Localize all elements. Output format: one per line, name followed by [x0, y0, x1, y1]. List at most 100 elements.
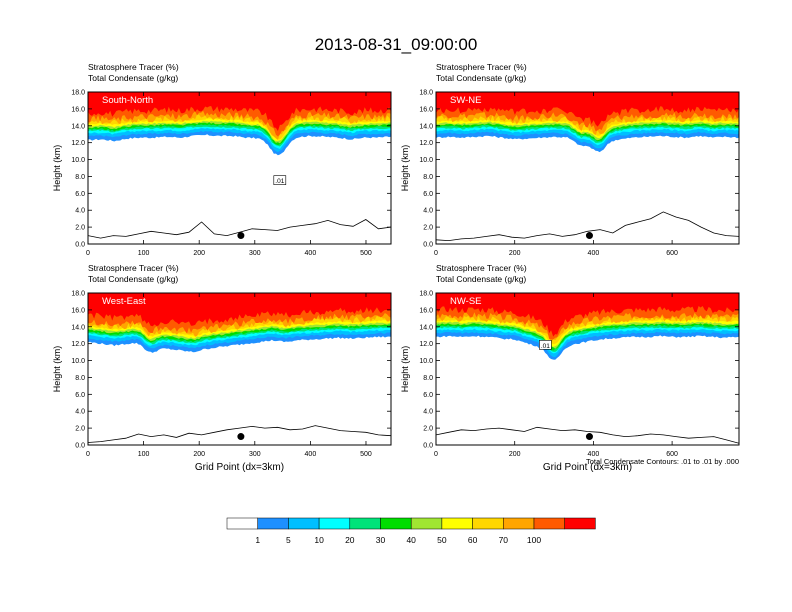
y-tick-label: 10.0 [419, 157, 433, 164]
x-tick-label: 300 [249, 451, 261, 458]
panel-label: SW-NE [450, 95, 482, 106]
x-tick-label: 500 [360, 451, 372, 458]
colorbar-swatch [349, 517, 381, 530]
y-tick-label: 8.0 [75, 375, 85, 382]
contour-label-box [539, 340, 552, 350]
plot-border [435, 292, 740, 446]
y-tick-label: 10.0 [419, 358, 433, 365]
colorbar-swatch [410, 517, 443, 530]
y-tick-label: 12.0 [419, 140, 433, 147]
colorbar-swatch [564, 517, 596, 530]
tracer-field [436, 92, 739, 244]
panel-title-line: Stratosphere Tracer (%) [88, 62, 179, 72]
y-tick-label: 4.0 [423, 409, 433, 416]
y-axis-label: Height (km) [400, 145, 410, 192]
colorbar-swatch [288, 517, 320, 530]
x-axis-label: Grid Point (dx=3km) [195, 462, 284, 473]
tracer-band [88, 92, 391, 131]
y-axis-label: Height (km) [52, 346, 62, 393]
colorbar-swatch [318, 517, 351, 530]
colorbar-label: 40 [406, 535, 416, 545]
y-tick-label: 18.0 [419, 90, 433, 97]
colorbar-label: 10 [314, 535, 324, 545]
colorbar-swatch [441, 517, 473, 530]
x-tick-label: 400 [588, 250, 600, 257]
location-marker [237, 232, 245, 240]
x-tick-label: 100 [138, 250, 150, 257]
panel-title-line: Stratosphere Tracer (%) [88, 263, 179, 273]
terrain-line [436, 211, 739, 242]
panel-title-line: Stratosphere Tracer (%) [436, 263, 527, 273]
y-tick-label: 4.0 [423, 208, 433, 215]
y-tick-label: 16.0 [419, 106, 433, 113]
colorbar-swatch [533, 517, 565, 530]
colorbar-swatch [226, 517, 258, 530]
y-tick-label: 8.0 [75, 174, 85, 181]
y-tick-label: 6.0 [75, 392, 85, 399]
location-marker [237, 433, 245, 441]
y-tick-label: 18.0 [419, 291, 433, 298]
x-tick-label: 0 [86, 451, 90, 458]
panel-nw-se: Stratosphere Tracer (%) Total Condensate … [400, 263, 740, 473]
y-tick-label: 0.0 [423, 443, 433, 450]
x-tick-label: 500 [360, 250, 372, 257]
location-marker [585, 232, 593, 240]
x-tick-label: 0 [434, 451, 438, 458]
y-tick-label: 6.0 [75, 191, 85, 198]
x-tick-label: 600 [666, 451, 678, 458]
y-axis-label: Height (km) [52, 145, 62, 192]
y-tick-label: 12.0 [71, 140, 85, 147]
x-tick-label: 200 [193, 250, 205, 257]
colorbar-label: 5 [286, 535, 291, 545]
terrain-line [436, 426, 739, 444]
tracer-band [436, 293, 739, 337]
y-tick-label: 2.0 [423, 225, 433, 232]
colorbar-label: 50 [437, 535, 447, 545]
contour-label-box [273, 175, 287, 185]
panel-title-line: Total Condensate (g/kg) [436, 73, 526, 83]
figure-title: 2013-08-31_09:00:00 [315, 35, 478, 54]
y-tick-label: 14.0 [419, 324, 433, 331]
x-tick-label: 200 [509, 451, 521, 458]
plot-border [87, 292, 392, 446]
y-tick-label: 14.0 [419, 123, 433, 130]
panel-title-line: Stratosphere Tracer (%) [436, 62, 527, 72]
colorbar-swatch [257, 517, 289, 530]
x-tick-label: 400 [588, 451, 600, 458]
contour-label: .01 [275, 178, 284, 185]
contour-label: .01 [541, 343, 550, 350]
colorbar-swatch [503, 517, 535, 530]
y-tick-label: 8.0 [423, 174, 433, 181]
y-tick-label: 2.0 [75, 225, 85, 232]
y-tick-label: 12.0 [419, 341, 433, 348]
x-tick-label: 400 [305, 250, 317, 257]
panel-west-east: Stratosphere Tracer (%)Total Condensate … [52, 263, 392, 473]
terrain-line [88, 219, 391, 239]
panel-south-north: Stratosphere Tracer (%)Total Condensate … [52, 62, 392, 257]
colorbar-label: 100 [527, 535, 541, 545]
colorbar-label: 70 [499, 535, 509, 545]
tracer-field [436, 293, 739, 445]
y-tick-label: 16.0 [419, 307, 433, 314]
x-tick-label: 600 [666, 250, 678, 257]
y-tick-label: 14.0 [71, 324, 85, 331]
plot-border [87, 91, 392, 245]
y-tick-label: 8.0 [423, 375, 433, 382]
y-tick-label: 6.0 [423, 392, 433, 399]
panel-title-line: Total Condensate (g/kg) [88, 274, 178, 284]
tracer-band [436, 92, 739, 127]
panel-label: West-East [102, 296, 146, 307]
x-tick-label: 300 [249, 250, 261, 257]
plot-border [435, 91, 740, 245]
tracer-band [88, 293, 391, 327]
y-axis-label: Height (km) [400, 346, 410, 393]
colorbar: 1 5 10 20 30 40 50 60 70 100 [226, 517, 596, 545]
y-tick-label: 4.0 [75, 409, 85, 416]
y-tick-label: 2.0 [75, 426, 85, 433]
x-tick-label: 0 [434, 250, 438, 257]
contour-footnote: Total Condensate Contours: .01 to .01 by… [586, 457, 739, 466]
y-tick-label: 16.0 [71, 307, 85, 314]
panel-sw-ne: Stratosphere Tracer (%)Total Condensate … [400, 62, 740, 257]
x-tick-label: 200 [509, 250, 521, 257]
